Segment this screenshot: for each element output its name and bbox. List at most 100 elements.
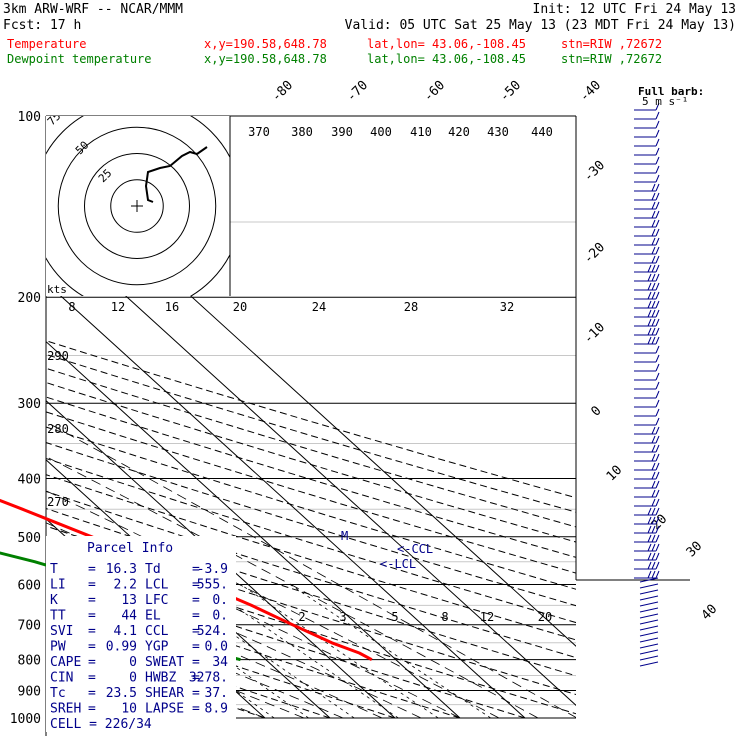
- wind-barb: [634, 534, 660, 543]
- parcel-value: 524.: [197, 624, 228, 639]
- mixing-ratio-label: 2: [298, 610, 305, 624]
- wind-barb: [634, 480, 660, 489]
- wind-barb-lower: [639, 577, 659, 583]
- parcel-key: CCL: [145, 624, 169, 639]
- wind-barb: [634, 273, 660, 282]
- legend-dewpoint-latlon: lat,lon= 43.06,-108.45: [367, 52, 526, 66]
- wind-barb: [634, 129, 660, 138]
- parcel-value: 2.2: [114, 578, 137, 593]
- wind-barb-flag: [655, 498, 660, 507]
- theta-label: 390: [331, 125, 353, 139]
- theta-label: 370: [248, 125, 270, 139]
- mixing-ratio-line: [240, 584, 439, 719]
- wind-barb: [634, 426, 660, 435]
- parcel-info-background: [46, 536, 236, 732]
- wind-barb-flag: [655, 120, 660, 129]
- wind-barb-flag: [651, 336, 656, 345]
- pressure-tick-label: 700: [18, 619, 41, 634]
- forecast-hour: Fcst: 17 h: [3, 18, 81, 33]
- wind-barb-flag: [655, 561, 660, 570]
- wind-barb-flag: [651, 192, 656, 201]
- parcel-value: 0.0: [205, 640, 228, 655]
- theta-left-label: 290: [47, 349, 69, 363]
- parcel-eq: =: [88, 593, 96, 608]
- parcel-eq: =: [88, 702, 96, 717]
- wind-barb-flag: [655, 543, 660, 552]
- wind-barb-flag: [651, 480, 656, 489]
- dry-adiabat: [46, 426, 576, 590]
- dry-adiabat: [46, 490, 576, 659]
- wind-barb-flag: [655, 408, 660, 417]
- wind-barb-flag: [651, 291, 656, 300]
- dry-adiabat: [46, 442, 576, 607]
- hodo-speed-label: 16: [165, 300, 179, 314]
- wind-barb-flag: [647, 309, 652, 318]
- wind-barb: [634, 309, 660, 318]
- wind-barb: [634, 372, 660, 381]
- wind-barb-flag: [655, 219, 660, 228]
- pressure-tick-label: 500: [18, 531, 41, 546]
- wind-barb: [634, 201, 660, 210]
- parcel-eq: =: [88, 640, 96, 655]
- wind-barb-flag: [651, 489, 656, 498]
- wind-barb-flag: [647, 570, 652, 579]
- parcel-key: EL: [145, 609, 161, 624]
- wind-barb-lower: [639, 595, 659, 601]
- wind-barb: [634, 507, 660, 516]
- dry-adiabat: [46, 457, 576, 624]
- parcel-key: Td: [145, 562, 161, 577]
- wind-barb-flag: [651, 309, 656, 318]
- wind-barb-flag: [655, 363, 660, 372]
- wind-barb-flag: [651, 201, 656, 210]
- wind-barb: [634, 435, 660, 444]
- parcel-eq: =: [192, 640, 200, 655]
- theta-label: 380: [291, 125, 313, 139]
- hodograph-ring: [84, 153, 190, 259]
- legend-dewpoint-stn: stn=RIW ,72672: [561, 52, 662, 66]
- isotherm-label: -20: [581, 240, 608, 267]
- wind-barb-flag: [651, 507, 656, 516]
- wind-barb-flag: [655, 462, 660, 471]
- parcel-eq: =: [192, 671, 200, 686]
- wind-barb: [634, 210, 660, 219]
- wind-barb: [634, 363, 660, 372]
- parcel-key: LAPSE: [145, 702, 184, 717]
- moist-adiabat: [46, 597, 344, 719]
- wind-barb-lower: [639, 625, 659, 631]
- wind-barb-flag: [651, 498, 656, 507]
- wind-barb: [634, 336, 660, 345]
- parcel-value: 4.1: [114, 624, 137, 639]
- parcel-key: SWEAT: [145, 655, 184, 670]
- wind-barb-flag: [655, 480, 660, 489]
- wind-barb-flag: [647, 561, 652, 570]
- wind-barb-flag: [655, 228, 660, 237]
- wind-barb-lower: [639, 613, 659, 619]
- moist-adiabat: [46, 490, 500, 719]
- isotherm-label: -80: [269, 78, 296, 105]
- wind-barb-flag: [651, 435, 656, 444]
- pressure-tick-label: 900: [18, 684, 41, 699]
- wind-barb-flag: [651, 300, 656, 309]
- wind-barb-flag: [655, 264, 660, 273]
- mixing-ratio-label: 5: [391, 610, 398, 624]
- wind-barb-flag: [655, 138, 660, 147]
- parcel-eq: =: [192, 609, 200, 624]
- mixing-ratio-line: [289, 584, 491, 719]
- wind-barb-flag: [647, 264, 652, 273]
- wind-barb-lower: [639, 619, 659, 625]
- parcel-key: SVI: [50, 624, 73, 639]
- valid-time: Valid: 05 UTC Sat 25 May 13 (23 MDT Fri …: [345, 18, 736, 33]
- dry-adiabat: [46, 353, 576, 513]
- parcel-key: YGP: [145, 640, 169, 655]
- wind-barb-flag: [655, 327, 660, 336]
- parcel-value: -3.9: [197, 562, 228, 577]
- wind-barb: [634, 354, 660, 363]
- wind-barb-flag: [651, 516, 656, 525]
- parcel-info-panel: Parcel Info T = 16.3 Td =-3.9LI = 2.2 LCL =555.K…: [46, 536, 236, 732]
- wind-barb: [634, 264, 660, 273]
- wind-barb-flag: [655, 381, 660, 390]
- isotherm-label: 10: [604, 463, 626, 485]
- isotherm-label: -10: [581, 320, 608, 347]
